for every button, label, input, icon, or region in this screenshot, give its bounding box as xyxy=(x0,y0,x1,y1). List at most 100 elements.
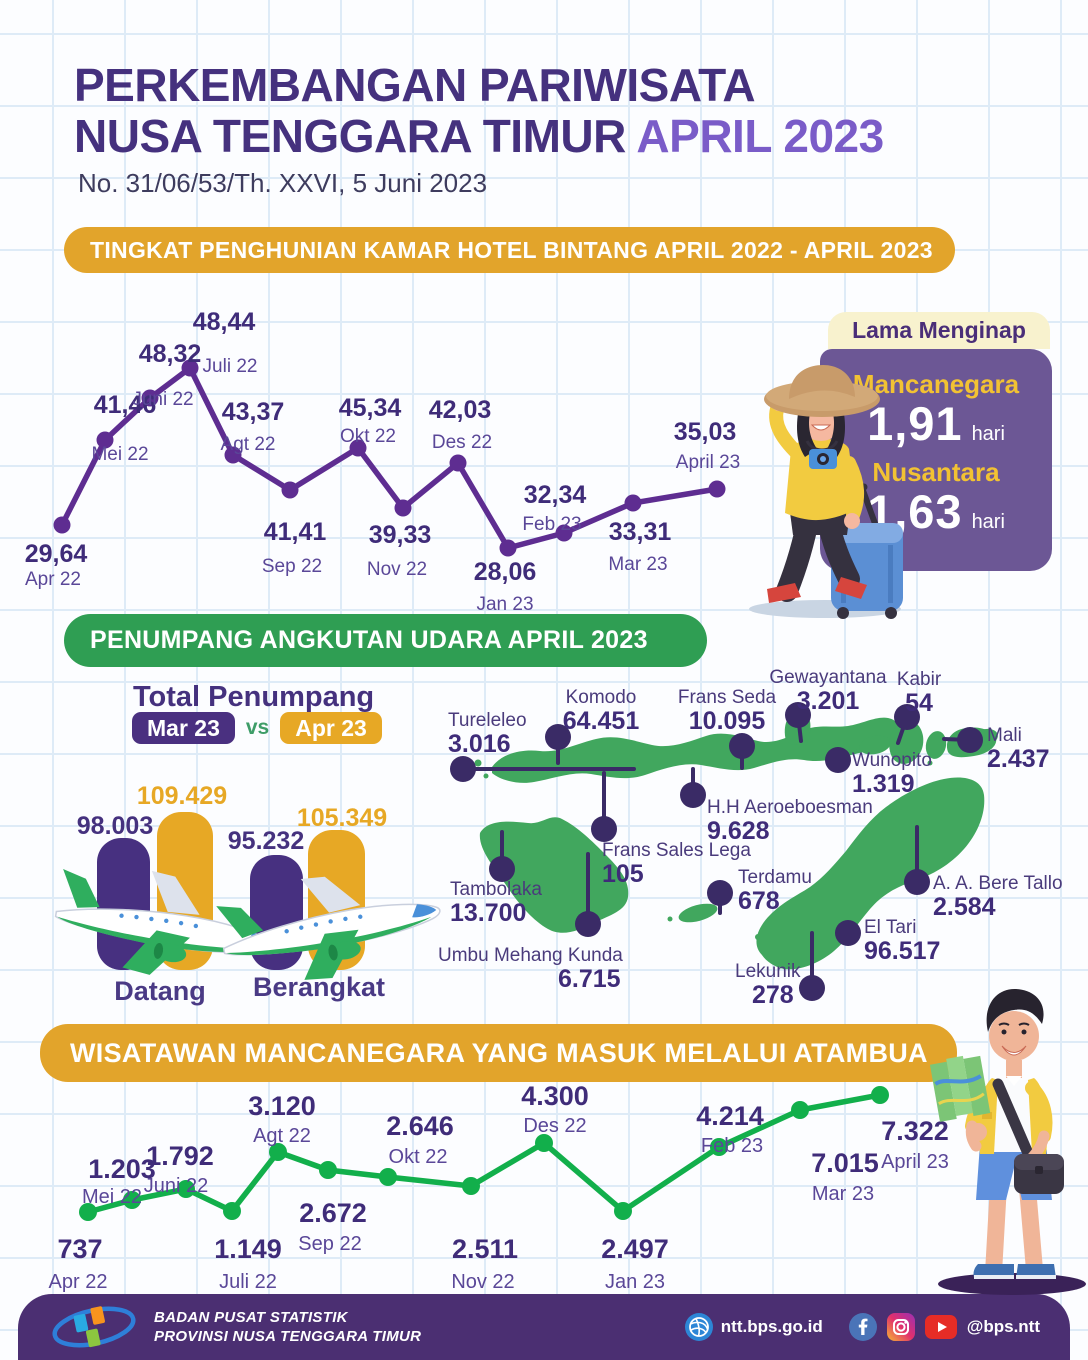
point-category-label: Mei 22 xyxy=(91,444,148,465)
data-point xyxy=(141,389,159,407)
point-value-label: 41,41 xyxy=(264,518,327,546)
point-value-label: 48,44 xyxy=(193,308,256,336)
map-pin-icon xyxy=(894,704,920,730)
point-category-label: Feb 23 xyxy=(522,514,581,535)
airport-name: Tambolaka xyxy=(450,879,542,900)
point-value-label: 2.672 xyxy=(299,1198,367,1228)
map-pin-icon xyxy=(904,869,930,895)
point-category-label: Mei 22 xyxy=(82,1186,142,1208)
datang-apr-value: 109.429 xyxy=(136,782,228,810)
point-category-label: Okt 22 xyxy=(389,1146,448,1168)
airport-label: Tureleleo 3.016 xyxy=(448,710,527,758)
map-pin-icon xyxy=(680,782,706,808)
point-value-label: 28,06 xyxy=(474,558,537,586)
map-pin-icon xyxy=(545,724,571,750)
airport-label: Terdamu 678 xyxy=(738,867,812,915)
airport-name: Komodo xyxy=(565,687,637,708)
data-point xyxy=(349,439,367,457)
data-point xyxy=(791,1101,809,1119)
airport-label: Kabir 54 xyxy=(829,669,1009,717)
title-period: APRIL 2023 xyxy=(636,109,884,162)
org-identity: BADAN PUSAT STATISTIK PROVINSI NUSA TENG… xyxy=(154,1308,421,1347)
point-category-label: Sep 22 xyxy=(298,1233,361,1255)
airport-name: Tureleleo xyxy=(448,710,527,731)
section-banner-hotel: TINGKAT PENGHUNIAN KAMAR HOTEL BINTANG A… xyxy=(64,227,955,273)
map-pin-icon xyxy=(489,856,515,882)
airport-label: Tambolaka 13.700 xyxy=(450,879,542,927)
lama-menginap-tab: Lama Menginap xyxy=(828,312,1050,349)
datang-mar-value: 98.003 xyxy=(76,812,154,840)
point-category-label: Juni 22 xyxy=(144,1175,209,1197)
point-category-label: Jan 23 xyxy=(605,1271,665,1293)
point-value-label: 1.203 xyxy=(88,1154,156,1184)
hotel-occupancy-line-chart: 29,64 41,46 48,32 48,44 43,37 41,41 45,34 39,33… xyxy=(25,308,740,615)
point-category-label: Okt 22 xyxy=(340,426,396,447)
airport-passenger-count: 105 xyxy=(602,860,644,889)
data-point xyxy=(871,1086,889,1104)
airport-passenger-count: 2.437 xyxy=(987,745,1050,774)
data-point xyxy=(181,359,199,377)
org-name: BADAN PUSAT STATISTIK xyxy=(154,1308,348,1326)
facebook-icon[interactable] xyxy=(848,1313,877,1341)
title-line2: NUSA TENGGARA TIMUR xyxy=(74,109,626,162)
airport-passenger-count: 3.016 xyxy=(448,730,511,759)
airport-name: Mali xyxy=(987,725,1022,746)
airport-passenger-count: 678 xyxy=(738,887,780,916)
airport-passenger-count: 2.584 xyxy=(933,893,996,922)
youtube-icon[interactable] xyxy=(924,1315,957,1339)
airport-label: Gewayantana 3.201 xyxy=(738,667,918,715)
mancanegara-label: Mancanegara xyxy=(852,369,1020,399)
airport-passenger-count: 6.715 xyxy=(558,965,621,994)
map-pin-icon xyxy=(575,911,601,937)
compare-badges: Mar 23 vs Apr 23 xyxy=(132,712,382,744)
point-category-label: Sep 22 xyxy=(262,556,322,577)
arriving-plane-icon xyxy=(54,869,274,975)
point-category-label: Mar 23 xyxy=(812,1183,874,1205)
report-number: No. 31/06/53/Th. XXVI, 5 Juni 2023 xyxy=(78,168,488,198)
map-pin-icon xyxy=(835,920,861,946)
airport-passenger-count: 96.517 xyxy=(864,937,941,966)
airport-name: Gewayantana xyxy=(769,667,887,688)
airport-label: Frans Seda 10.095 xyxy=(637,687,817,735)
point-value-label: 737 xyxy=(57,1234,102,1264)
website-link[interactable]: ntt.bps.go.id xyxy=(720,1317,823,1336)
airport-label: El Tari 96.517 xyxy=(864,917,940,965)
map-pin-icon xyxy=(729,733,755,759)
data-point xyxy=(281,481,299,499)
map-pin-icon xyxy=(799,975,825,1001)
airport-label: Komodo 64.451 xyxy=(511,687,691,735)
data-point xyxy=(710,1138,728,1156)
point-value-label: 4.214 xyxy=(696,1101,764,1131)
ntt-airport-map: Tureleleo 3.016 Komodo 64.451 Frans Seda 10.0… xyxy=(430,655,1088,1045)
map-pin-icon xyxy=(825,747,851,773)
data-point xyxy=(123,1191,141,1209)
airport-passenger-count: 13.700 xyxy=(450,899,527,928)
badge-mar-23: Mar 23 xyxy=(132,712,235,744)
point-value-label: 33,31 xyxy=(609,518,672,546)
data-point xyxy=(394,499,412,517)
section-banner-air: PENUMPANG ANGKUTAN UDARA APRIL 2023 xyxy=(64,614,707,667)
data-point xyxy=(224,446,242,464)
point-value-label: 29,64 xyxy=(25,540,88,568)
point-category-label: Apr 22 xyxy=(25,569,81,590)
point-category-label: Nov 22 xyxy=(367,559,427,580)
website-globe-icon[interactable] xyxy=(684,1313,713,1341)
point-category-label: Agt 22 xyxy=(221,434,276,455)
berangkat-label: Berangkat xyxy=(252,972,386,1002)
map-pin-icon xyxy=(591,816,617,842)
airport-passenger-count: 54 xyxy=(905,689,933,718)
data-point xyxy=(708,480,726,498)
airport-name: Lekunik xyxy=(735,961,801,982)
point-value-label: 42,03 xyxy=(429,396,492,424)
data-point xyxy=(53,516,71,534)
nusantara-unit: hari xyxy=(971,511,1005,533)
instagram-icon[interactable] xyxy=(886,1313,915,1341)
data-point xyxy=(449,454,467,472)
point-category-label: Feb 23 xyxy=(701,1135,763,1157)
point-category-label: Des 22 xyxy=(523,1115,586,1137)
data-point xyxy=(462,1177,480,1195)
point-category-label: Jan 23 xyxy=(476,594,533,615)
departing-plane-icon xyxy=(216,876,441,980)
airport-passenger-count: 64.451 xyxy=(562,707,640,736)
